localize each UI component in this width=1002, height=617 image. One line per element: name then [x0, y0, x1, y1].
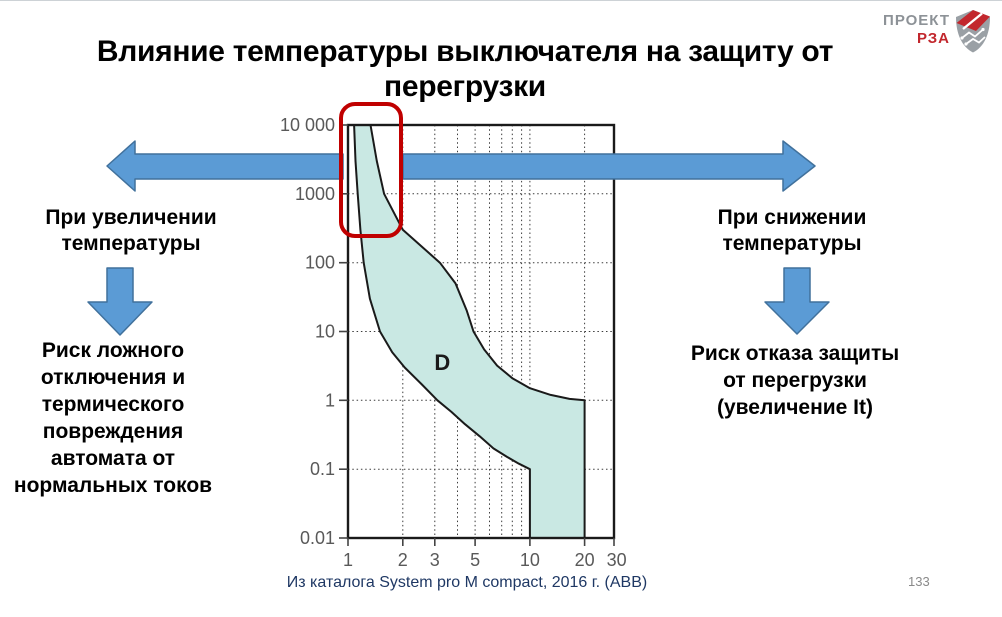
temperature-decrease-right-arrow	[402, 140, 816, 192]
x-tick-label: 20	[575, 550, 595, 570]
logo-word-proekt: ПРОЕКТ	[883, 12, 950, 29]
right-condition-text: При снижении температуры	[717, 206, 867, 255]
curve-label-d: D	[434, 350, 450, 375]
left-risk-text: Риск ложного отключения и термического п…	[13, 339, 213, 497]
temperature-increase-left-arrow	[106, 140, 344, 192]
x-tick-label: 5	[470, 550, 480, 570]
y-tick-label: 1	[325, 390, 335, 410]
highlight-box	[339, 102, 403, 238]
y-tick-label: 1000	[295, 184, 335, 204]
x-tick-label: 1	[343, 550, 353, 570]
logo: ПРОЕКТ РЗА	[883, 8, 992, 59]
y-tick-label: 0.01	[300, 528, 335, 548]
right-risk-text: Риск отказа защиты от перегрузки (увелич…	[690, 342, 900, 419]
y-tick-label: 10 000	[280, 115, 335, 135]
page-number: 133	[908, 574, 930, 589]
right-down-arrow	[764, 267, 830, 335]
y-tick-label: 10	[315, 322, 335, 342]
x-tick-label: 3	[430, 550, 440, 570]
source-caption: Из каталога System pro M compact, 2016 г…	[286, 574, 648, 591]
logo-shield-icon	[954, 8, 992, 59]
logo-word-rza: РЗА	[916, 30, 950, 47]
x-tick-label: 2	[398, 550, 408, 570]
x-tick-label: 10	[520, 550, 540, 570]
logo-text: ПРОЕКТ РЗА	[883, 12, 950, 48]
y-tick-label: 100	[305, 253, 335, 273]
slide-title: Влияние температуры выключателя на защит…	[96, 35, 834, 103]
y-tick-label: 0.1	[310, 459, 335, 479]
x-tick-label: 30	[607, 550, 627, 570]
left-down-arrow	[87, 267, 153, 336]
left-condition-text: При увеличении температуры	[45, 206, 217, 255]
